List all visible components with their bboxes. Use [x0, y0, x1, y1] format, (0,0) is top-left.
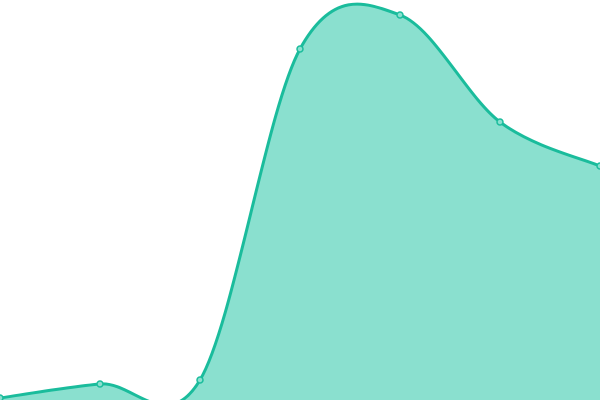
data-markers — [0, 11, 600, 400]
data-point-3 — [296, 45, 304, 53]
data-point-4 — [396, 11, 404, 19]
data-point-1 — [96, 380, 104, 388]
data-point-5 — [496, 118, 504, 126]
area-fill — [0, 4, 600, 400]
data-point-6 — [596, 162, 600, 170]
data-point-0 — [0, 394, 4, 400]
data-point-2 — [196, 376, 204, 384]
